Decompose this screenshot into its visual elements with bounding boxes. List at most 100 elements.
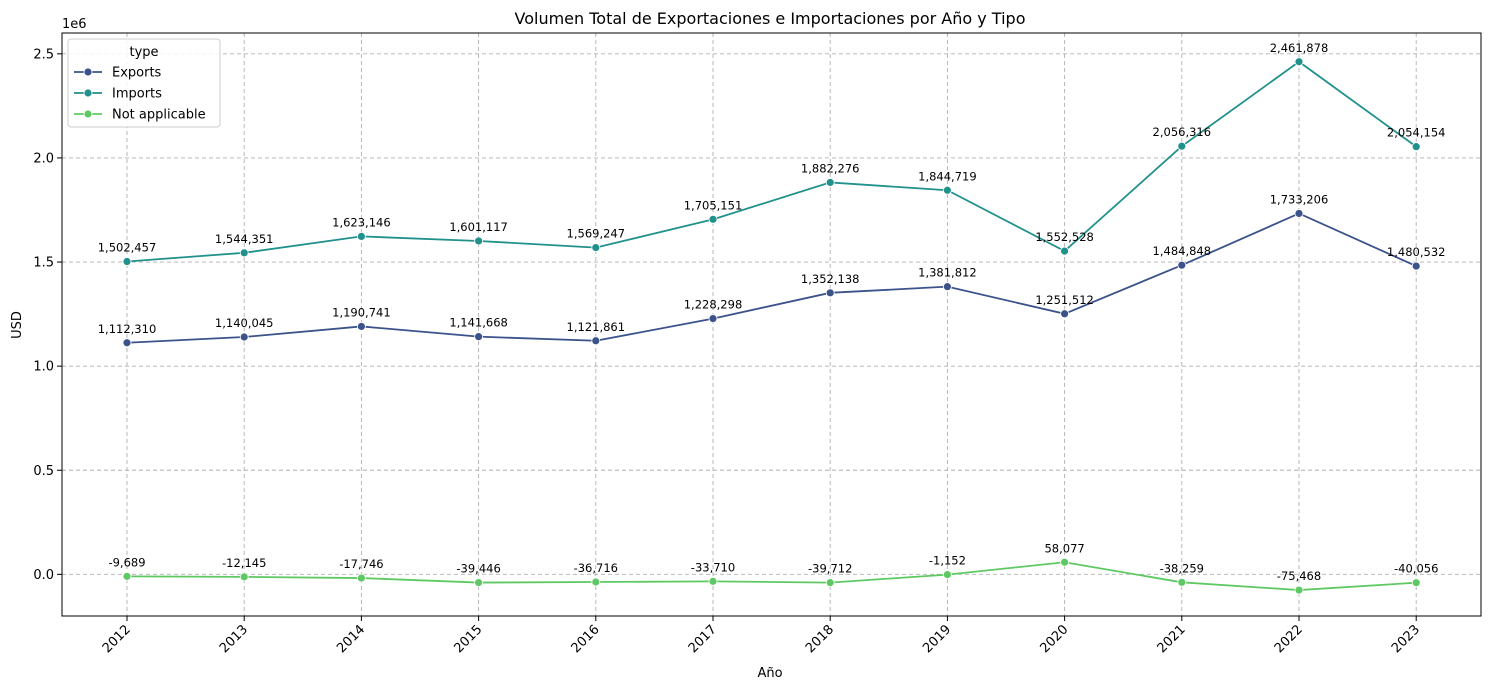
y-tick-label: 0.0 [33, 568, 54, 583]
legend-marker-imports [83, 88, 93, 98]
x-axis-title: Año [757, 666, 782, 681]
data-label-not-applicable: -33,710 [691, 560, 735, 574]
data-label-not-applicable: -40,056 [1394, 562, 1438, 576]
data-point-imports [1411, 142, 1421, 152]
data-point-imports [591, 243, 601, 253]
data-point-not-applicable [1060, 557, 1069, 567]
x-tick-label: 2022 [1272, 622, 1306, 656]
data-label-exports: 1,190,741 [332, 305, 391, 319]
data-label-not-applicable: -12,145 [222, 556, 266, 570]
data-label-imports: 1,844,719 [918, 169, 977, 183]
data-point-imports [122, 257, 132, 266]
y-offset-label: 1e6 [62, 17, 87, 32]
legend-marker-exports [83, 67, 93, 77]
x-tick-label: 2023 [1389, 622, 1423, 656]
legend-items: Exports Imports Not applicable [74, 66, 206, 123]
data-label-exports: 1,381,812 [918, 266, 977, 280]
data-label-imports: 1,882,276 [801, 161, 860, 175]
legend-marker-not-applicable [83, 109, 93, 119]
data-label-imports: 1,623,146 [332, 215, 391, 229]
data-label-exports: 1,112,310 [98, 322, 157, 336]
data-point-not-applicable [474, 578, 484, 587]
x-tick-label: 2019 [920, 622, 954, 656]
data-label-exports: 1,733,206 [1270, 192, 1329, 206]
data-label-imports: 1,502,457 [98, 241, 157, 255]
legend-box [67, 38, 221, 128]
data-label-exports: 1,121,861 [567, 320, 626, 334]
legend: type Exports Imports Not applicable [67, 38, 221, 128]
data-point-not-applicable [1177, 577, 1187, 587]
data-label-exports: 1,484,848 [1153, 244, 1212, 258]
data-point-exports [1060, 309, 1069, 319]
series-exports [122, 209, 1421, 348]
data-label-not-applicable: -9,689 [108, 555, 145, 569]
data-label-imports: 1,705,151 [684, 198, 743, 212]
data-point-not-applicable [239, 572, 249, 582]
data-point-imports [943, 185, 952, 195]
data-point-exports [591, 336, 601, 346]
data-label-exports: 1,352,138 [801, 272, 860, 286]
data-point-exports [825, 288, 835, 298]
data-labels: 1,112,310 1,140,045 1,190,741 1,141,668 1,12… [98, 41, 1446, 583]
series-imports [122, 57, 1421, 266]
data-point-imports [356, 231, 366, 241]
legend-label-exports: Exports [112, 66, 162, 81]
grid-lines [62, 33, 1481, 616]
data-point-exports [474, 332, 484, 342]
legend-item-exports: Exports [74, 66, 162, 81]
legend-item-not-applicable: Not applicable [74, 108, 206, 123]
data-point-not-applicable [708, 576, 718, 586]
data-label-not-applicable: -39,446 [456, 562, 500, 576]
y-tick-label: 1.5 [33, 256, 54, 271]
y-tick-label: 0.5 [33, 464, 54, 479]
series-line-exports [126, 212, 1417, 344]
data-point-not-applicable [1411, 578, 1421, 588]
data-label-exports: 1,251,512 [1035, 293, 1094, 307]
data-point-exports [356, 322, 366, 331]
data-point-not-applicable [1294, 585, 1304, 595]
x-tick-label: 2020 [1037, 622, 1071, 656]
data-point-exports [1294, 209, 1304, 218]
y-tick-label: 1.0 [33, 360, 54, 375]
data-label-imports: 1,544,351 [215, 232, 274, 246]
series-layer [122, 57, 1421, 595]
data-point-exports [122, 338, 132, 348]
y-axis-title: USD [10, 311, 25, 339]
x-tick-label: 2012 [100, 622, 134, 656]
data-point-not-applicable [591, 577, 601, 587]
data-label-imports: 1,552,528 [1035, 230, 1094, 244]
legend-label-not-applicable: Not applicable [112, 108, 206, 123]
data-point-imports [825, 178, 835, 187]
data-point-not-applicable [356, 573, 366, 583]
data-point-exports [1177, 260, 1187, 270]
series-line-not-applicable [126, 561, 1417, 591]
data-point-imports [239, 248, 249, 258]
data-point-imports [1294, 57, 1304, 67]
data-label-not-applicable: -38,259 [1160, 561, 1204, 575]
x-tick-label: 2015 [451, 622, 485, 656]
legend-item-imports: Imports [74, 87, 162, 102]
series-line-imports [126, 60, 1417, 263]
data-label-not-applicable: 58,077 [1044, 541, 1084, 555]
y-tick-label: 2.5 [33, 47, 54, 62]
data-point-imports [708, 214, 718, 224]
data-point-imports [1177, 141, 1187, 151]
data-point-exports [943, 282, 952, 292]
data-point-imports [474, 236, 484, 246]
data-label-exports: 1,141,668 [449, 316, 508, 330]
data-label-imports: 1,569,247 [567, 227, 626, 241]
chart-title: Volumen Total de Exportaciones e Importa… [515, 9, 1026, 28]
legend-label-imports: Imports [112, 87, 162, 102]
x-tick-label: 2014 [334, 622, 368, 656]
x-axis-ticks: 2012 2013 2014 2015 2016 2017 2018 2019 2020 2021… [100, 616, 1423, 656]
data-label-not-applicable: -36,716 [574, 561, 618, 575]
x-tick-label: 2021 [1155, 622, 1189, 656]
data-point-exports [708, 314, 718, 324]
legend-title: type [129, 45, 158, 60]
data-label-not-applicable: -75,468 [1277, 569, 1321, 583]
x-tick-label: 2016 [569, 622, 603, 656]
data-label-imports: 2,056,316 [1153, 125, 1212, 139]
y-axis-ticks: 0.0 0.5 1.0 1.5 2.0 2.5 [33, 47, 62, 583]
plot-frame [61, 32, 1482, 617]
